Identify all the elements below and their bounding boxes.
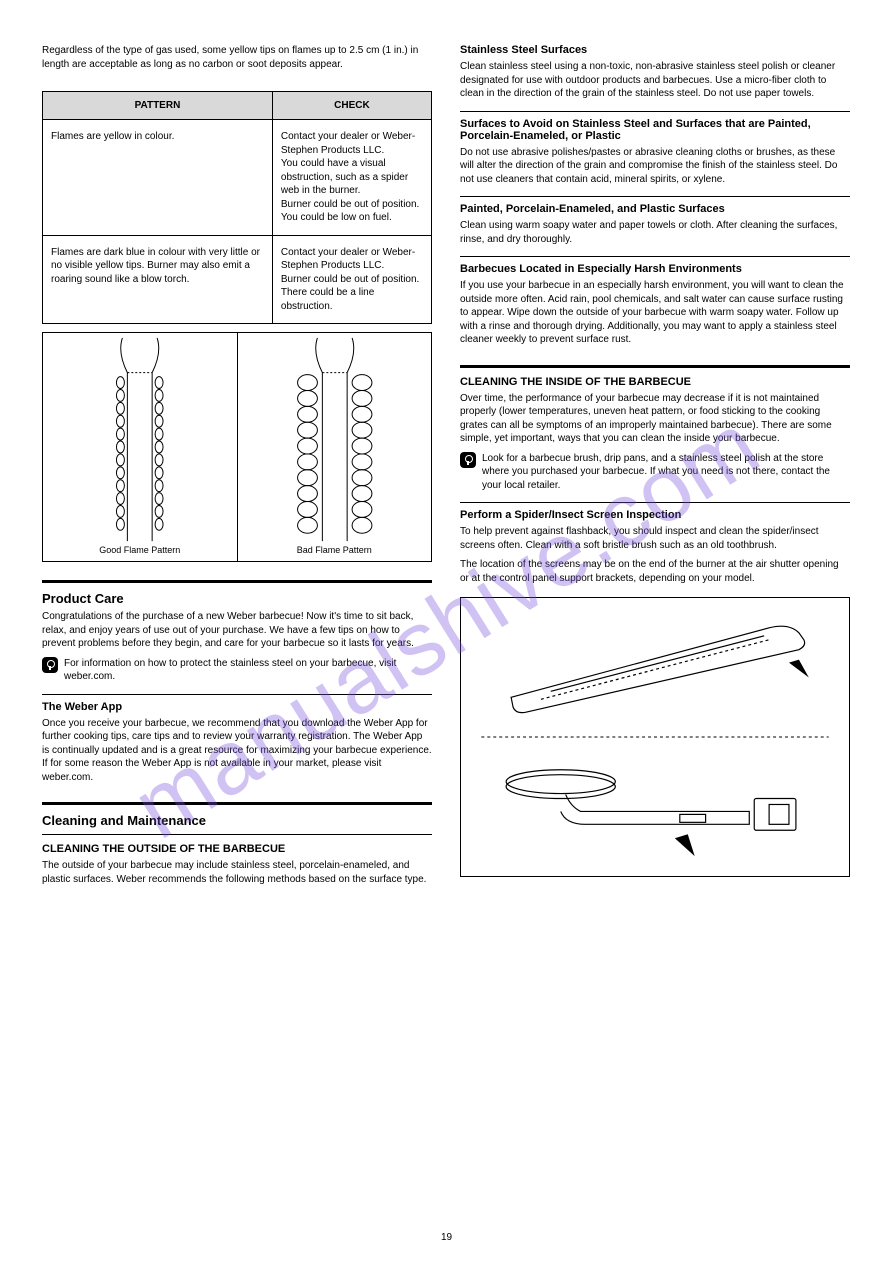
env-title: Barbecues Located in Especially Harsh En… xyxy=(460,263,850,275)
porcelain-body: Clean using warm soapy water and paper t… xyxy=(460,219,850,246)
care-tip-text: For information on how to protect the st… xyxy=(64,657,432,684)
table-cell-check: Contact your dealer or Weber-Stephen Pro… xyxy=(272,120,431,236)
env-body: If you use your barbecue in an especiall… xyxy=(460,279,850,347)
rule xyxy=(460,256,850,257)
weber-app-body: Once you receive your barbecue, we recom… xyxy=(42,717,432,785)
right-column: Stainless Steel Surfaces Clean stainless… xyxy=(460,40,850,886)
porcelain-title: Painted, Porcelain-Enameled, and Plastic… xyxy=(460,203,850,215)
spider-body-2: The location of the screens may be on th… xyxy=(460,558,850,585)
product-care-body: Congratulations of the purchase of a new… xyxy=(42,610,432,651)
flame-table: PATTERN CHECK Flames are yellow in colou… xyxy=(42,91,432,324)
page-number: 19 xyxy=(0,1232,893,1243)
rule xyxy=(460,502,850,503)
table-cell-pattern: Flames are dark blue in colour with very… xyxy=(43,235,273,324)
burner-diagram xyxy=(460,597,850,877)
left-column: Regardless of the type of gas used, some… xyxy=(42,40,432,886)
table-row: Flames are dark blue in colour with very… xyxy=(43,235,432,324)
table-row: Flames are yellow in colour. Contact you… xyxy=(43,120,432,236)
rule xyxy=(460,365,850,368)
rule xyxy=(460,196,850,197)
page-columns: Regardless of the type of gas used, some… xyxy=(42,40,851,886)
bad-flame-half: Bad Flame Pattern xyxy=(237,333,432,561)
table-header-pattern: PATTERN xyxy=(43,92,273,120)
tip-icon xyxy=(460,452,476,468)
table-header-check: CHECK xyxy=(272,92,431,120)
flame-pattern-figure: Good Flame Pattern xyxy=(42,332,432,562)
inside-tip-row: Look for a barbecue brush, drip pans, an… xyxy=(460,452,850,493)
intro-text: Regardless of the type of gas used, some… xyxy=(42,44,432,71)
cleaning-outside-subtitle: CLEANING THE OUTSIDE OF THE BARBECUE xyxy=(42,843,432,855)
rule xyxy=(460,111,850,112)
bad-flame-svg xyxy=(238,333,432,561)
inside-body: Over time, the performance of your barbe… xyxy=(460,392,850,446)
avoid-title: Surfaces to Avoid on Stainless Steel and… xyxy=(460,118,850,142)
good-flame-caption: Good Flame Pattern xyxy=(43,545,237,555)
stainless-title: Stainless Steel Surfaces xyxy=(460,44,850,56)
cleaning-title: Cleaning and Maintenance xyxy=(42,813,432,828)
stainless-body: Clean stainless steel using a non-toxic,… xyxy=(460,60,850,101)
table-cell-check: Contact your dealer or Weber-Stephen Pro… xyxy=(272,235,431,324)
inside-title: CLEANING THE INSIDE OF THE BARBECUE xyxy=(460,376,850,388)
tip-icon xyxy=(42,657,58,673)
care-tip-row: For information on how to protect the st… xyxy=(42,657,432,684)
spider-body-1: To help prevent against flashback, you s… xyxy=(460,525,850,552)
rule xyxy=(42,580,432,583)
good-flame-svg xyxy=(43,333,237,561)
cleaning-outside-body: The outside of your barbecue may include… xyxy=(42,859,432,886)
rule xyxy=(42,802,432,805)
burner-svg xyxy=(471,608,839,866)
good-flame-half: Good Flame Pattern xyxy=(43,333,237,561)
inside-tip-text: Look for a barbecue brush, drip pans, an… xyxy=(482,452,850,493)
spider-title: Perform a Spider/Insect Screen Inspectio… xyxy=(460,509,850,521)
weber-app-title: The Weber App xyxy=(42,701,432,713)
rule xyxy=(42,834,432,835)
product-care-title: Product Care xyxy=(42,591,432,606)
avoid-body: Do not use abrasive polishes/pastes or a… xyxy=(460,146,850,187)
bad-flame-caption: Bad Flame Pattern xyxy=(238,545,432,555)
rule xyxy=(42,694,432,695)
table-cell-pattern: Flames are yellow in colour. xyxy=(43,120,273,236)
